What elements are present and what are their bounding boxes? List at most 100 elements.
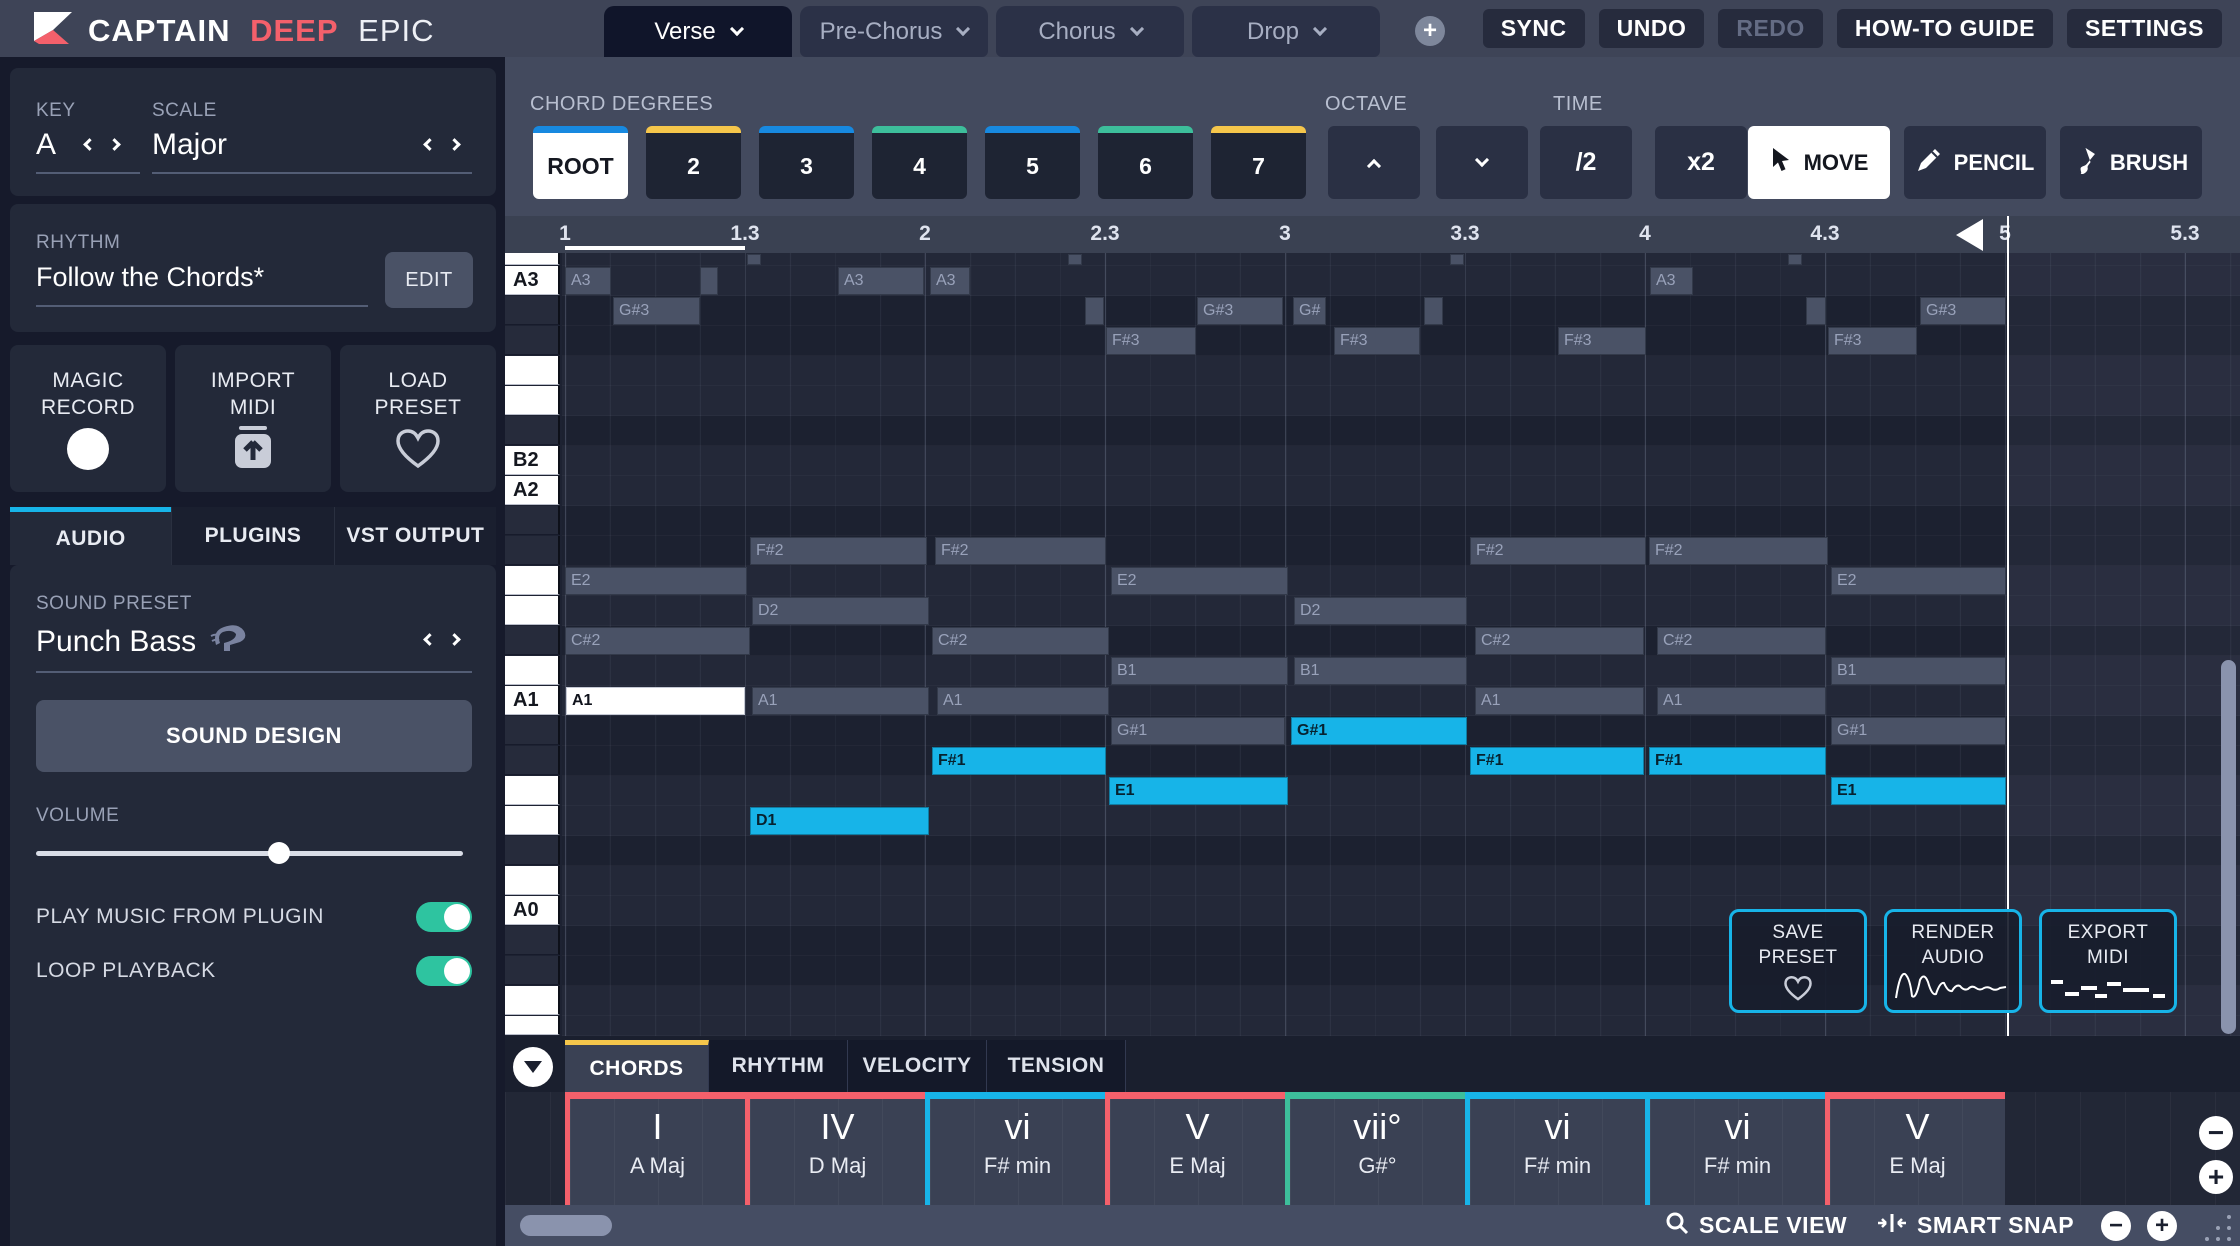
octave-up-button[interactable]: [1328, 126, 1420, 199]
volume-slider[interactable]: [36, 842, 463, 864]
midi-note-a3[interactable]: A3: [838, 267, 924, 295]
midi-note-fs2[interactable]: F#2: [1649, 537, 1828, 565]
degree-root-button[interactable]: ROOT: [533, 126, 628, 199]
midi-note-d2[interactable]: D2: [1294, 597, 1467, 625]
piano-key-d1[interactable]: [505, 806, 560, 835]
piano-key-fs0[interactable]: [505, 956, 560, 985]
how-to-guide-button[interactable]: HOW-TO GUIDE: [1836, 9, 2053, 48]
loop-region-bar[interactable]: [565, 246, 745, 250]
midi-note-a1[interactable]: A1: [937, 687, 1109, 715]
midi-note-e1[interactable]: E1: [1109, 777, 1288, 805]
zoom-out-button[interactable]: −: [2101, 1211, 2131, 1241]
midi-note-cs2[interactable]: C#2: [932, 627, 1109, 655]
piano-key-fs1[interactable]: [505, 746, 560, 775]
piano-key-fs3[interactable]: [505, 326, 560, 355]
rhythm-edit-button[interactable]: EDIT: [385, 252, 473, 308]
collapse-bottom-panel-button[interactable]: [513, 1047, 553, 1087]
midi-note[interactable]: [700, 267, 718, 295]
chord-block-8[interactable]: V E Maj: [1825, 1092, 2005, 1205]
midi-note-gs3[interactable]: G#3: [1920, 297, 2006, 325]
tab-vst-output[interactable]: VST OUTPUT: [333, 507, 496, 565]
midi-note-a1[interactable]: A1: [566, 687, 745, 715]
section-tab-verse[interactable]: Verse: [604, 6, 792, 57]
midi-note-a3[interactable]: A3: [565, 267, 611, 295]
piano-key-gs2[interactable]: [505, 506, 560, 535]
brush-tool-button[interactable]: BRUSH: [2060, 126, 2202, 199]
piano-key-a1[interactable]: A1: [505, 686, 560, 715]
piano-key-b0[interactable]: [505, 866, 560, 895]
sound-design-button[interactable]: SOUND DESIGN: [36, 700, 472, 772]
midi-note-e2[interactable]: E2: [1831, 567, 2006, 595]
chord-block-7[interactable]: vi F# min: [1645, 1092, 1825, 1205]
magic-record-button[interactable]: MAGIC RECORD: [10, 345, 166, 492]
zoom-in-button[interactable]: +: [2147, 1211, 2177, 1241]
degree-5-button[interactable]: 5: [985, 126, 1080, 199]
midi-note-b1[interactable]: B1: [1831, 657, 2006, 685]
piano-key-b1[interactable]: [505, 656, 560, 685]
resize-grip[interactable]: [2205, 1215, 2231, 1241]
piano-key-cs3[interactable]: [505, 416, 560, 445]
export-midi-button[interactable]: EXPORT MIDI: [2039, 909, 2177, 1013]
midi-note-b1[interactable]: B1: [1294, 657, 1467, 685]
midi-note-fs3[interactable]: F#3: [1828, 327, 1917, 355]
playhead-flag[interactable]: [1956, 219, 1983, 251]
key-prev-button[interactable]: [83, 138, 96, 151]
midi-note-gs1[interactable]: G#1: [1111, 717, 1285, 745]
midi-note-e2[interactable]: E2: [1111, 567, 1288, 595]
piano-key-gs0[interactable]: [505, 926, 560, 955]
midi-note-fs2[interactable]: F#2: [1470, 537, 1646, 565]
piano-key-gs1[interactable]: [505, 716, 560, 745]
degree-7-button[interactable]: 7: [1211, 126, 1306, 199]
scale-next-button[interactable]: [448, 138, 461, 151]
midi-note-e2[interactable]: E2: [565, 567, 747, 595]
chord-block-6[interactable]: vi F# min: [1465, 1092, 1645, 1205]
sound-preset-next-button[interactable]: [448, 633, 461, 646]
midi-note-gs3[interactable]: G#3: [1197, 297, 1283, 325]
tab-rhythm[interactable]: RHYTHM: [709, 1040, 848, 1092]
toggle-loop-playback[interactable]: [416, 956, 472, 986]
piano-key-a3[interactable]: A3: [505, 266, 560, 295]
section-tab-drop[interactable]: Drop: [1192, 6, 1380, 57]
pencil-tool-button[interactable]: PENCIL: [1904, 126, 2046, 199]
piano-key-d2[interactable]: [505, 596, 560, 625]
piano-key-e2[interactable]: [505, 566, 560, 595]
tab-tension[interactable]: TENSION: [987, 1040, 1126, 1092]
midi-note[interactable]: [1788, 254, 1802, 265]
load-preset-button[interactable]: LOAD PRESET: [340, 345, 496, 492]
piano-roll[interactable]: A3 A3 A3 A3 G#3 G#3 G# G#3 F#3 F#3 F#3 F#3 F#2 F#2 F#2…: [505, 253, 2240, 1036]
scale-view-button[interactable]: SCALE VIEW: [1665, 1205, 1847, 1246]
midi-note-gs[interactable]: G#: [1293, 297, 1326, 325]
midi-note-a1[interactable]: A1: [1657, 687, 1826, 715]
settings-button[interactable]: SETTINGS: [2066, 9, 2222, 48]
tab-plugins[interactable]: PLUGINS: [171, 507, 334, 565]
midi-note-a1[interactable]: A1: [752, 687, 929, 715]
midi-note-fs2[interactable]: F#2: [750, 537, 927, 565]
piano-key-a2[interactable]: A2: [505, 476, 560, 505]
sound-preset-prev-button[interactable]: [423, 633, 436, 646]
playhead-line[interactable]: [2007, 216, 2009, 1036]
midi-note-fs1[interactable]: F#1: [932, 747, 1106, 775]
midi-note[interactable]: [1450, 254, 1464, 265]
piano-key-e1[interactable]: [505, 776, 560, 805]
tab-chords[interactable]: CHORDS: [565, 1040, 709, 1092]
piano-key-e3[interactable]: [505, 356, 560, 385]
midi-note-fs1[interactable]: F#1: [1649, 747, 1826, 775]
chord-block-5[interactable]: vii° G#°: [1285, 1092, 1465, 1205]
midi-note-fs3[interactable]: F#3: [1106, 327, 1196, 355]
midi-note-cs2[interactable]: C#2: [1475, 627, 1644, 655]
piano-key-d3[interactable]: [505, 386, 560, 415]
piano-key-b2[interactable]: B2: [505, 446, 560, 475]
midi-note-gs3[interactable]: G#3: [613, 297, 700, 325]
toggle-play-music-from-plugin[interactable]: [416, 902, 472, 932]
chord-block-1[interactable]: I A Maj: [565, 1092, 745, 1205]
piano-key-cs1[interactable]: [505, 836, 560, 865]
midi-note-fs2[interactable]: F#2: [935, 537, 1106, 565]
render-audio-button[interactable]: RENDER AUDIO: [1884, 909, 2022, 1013]
midi-note-gs1[interactable]: G#1: [1291, 717, 1467, 745]
move-tool-button[interactable]: MOVE: [1748, 126, 1890, 199]
piano-key-cs2[interactable]: [505, 626, 560, 655]
midi-note[interactable]: [747, 254, 761, 265]
time-x2-button[interactable]: x2: [1655, 126, 1747, 199]
chord-lane[interactable]: I A Maj IV D Maj vi F# min V E Maj vii° G#° vi F# m…: [505, 1092, 2240, 1205]
midi-note-fs3[interactable]: F#3: [1558, 327, 1646, 355]
